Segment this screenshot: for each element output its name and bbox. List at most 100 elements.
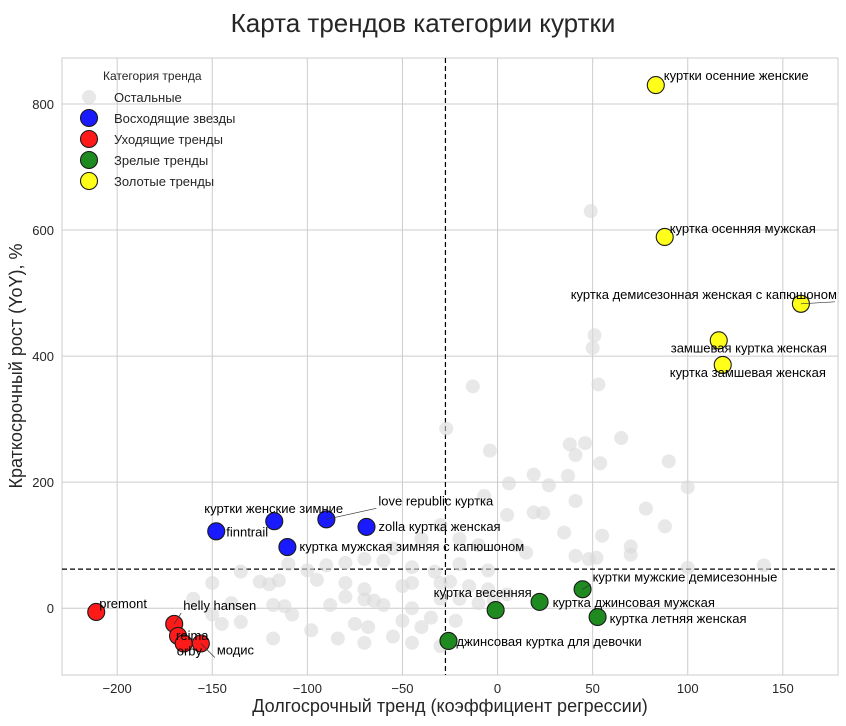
- point-other: [465, 379, 480, 394]
- point-label: куртка джинсовая мужская: [553, 595, 715, 610]
- point-other: [661, 454, 676, 469]
- point-label: куртки осенние женские: [664, 68, 809, 83]
- legend-label: Уходящие тренды: [114, 132, 223, 147]
- x-tick-labels: −200 −150 −100 −50 0 50 100 150: [103, 681, 794, 696]
- label-leader-line: [582, 583, 591, 590]
- point-other: [519, 545, 534, 560]
- x-tick-label: 100: [677, 681, 699, 696]
- point-other: [471, 596, 486, 611]
- point-other: [357, 582, 372, 597]
- point-other: [427, 564, 442, 579]
- point-label: куртка мужская зимняя с капюшоном: [299, 539, 524, 554]
- point-other: [361, 620, 376, 635]
- point-other: [471, 538, 486, 553]
- point-other: [423, 610, 438, 625]
- point-other: [541, 478, 556, 493]
- legend-label: Золотые тренды: [114, 174, 214, 189]
- point-label: куртка замшевая женская: [670, 365, 826, 380]
- point-other: [186, 591, 201, 606]
- point-other: [591, 377, 606, 392]
- point-rising: [207, 522, 226, 541]
- point-other: [433, 591, 448, 606]
- point-mature: [530, 592, 549, 611]
- point-mature: [439, 631, 458, 651]
- point-other: [376, 598, 391, 613]
- point-other: [568, 548, 583, 563]
- legend-label: Зрелые тренды: [114, 153, 208, 168]
- legend-marker-mature: [79, 150, 99, 170]
- point-other: [309, 572, 324, 587]
- point-label: замшевая куртка женская: [671, 340, 827, 355]
- point-other: [233, 564, 248, 579]
- y-tick-labels: 0 200 400 600 800: [32, 97, 54, 616]
- point-other: [233, 615, 248, 630]
- point-other: [501, 476, 516, 491]
- point-other: [404, 560, 419, 575]
- point-other: [323, 598, 338, 613]
- x-tick-label: 0: [494, 681, 501, 696]
- point-label: куртки женские зимние: [204, 501, 343, 516]
- grid-lines: [62, 58, 838, 675]
- point-mature: [486, 601, 505, 620]
- point-golden: [655, 227, 674, 247]
- point-other: [357, 552, 372, 567]
- point-label: reima: [176, 628, 209, 643]
- plot-frame: [61, 57, 839, 676]
- point-other: [568, 448, 583, 463]
- x-tick-label: 50: [585, 681, 599, 696]
- point-labels: куртки осенние женские куртка осенняя муж…: [99, 68, 837, 658]
- point-other: [319, 558, 334, 573]
- point-other: [338, 575, 353, 590]
- reference-lines: [62, 58, 838, 675]
- legend-label: Остальные: [114, 90, 182, 105]
- point-other: [500, 507, 515, 522]
- point-other: [623, 547, 638, 562]
- point-golden: [709, 331, 728, 350]
- point-declining: [87, 602, 106, 622]
- point-label: orby: [177, 643, 203, 658]
- point-other: [404, 601, 419, 616]
- point-other: [338, 555, 353, 570]
- point-other: [281, 557, 296, 572]
- point-other: [477, 489, 492, 504]
- y-tick-label: 800: [32, 97, 54, 112]
- legend-marker-golden: [79, 171, 99, 191]
- point-other: [452, 591, 467, 606]
- point-label: куртка осенняя мужская: [670, 221, 816, 236]
- point-other: [285, 607, 300, 622]
- point-other: [680, 480, 695, 495]
- point-other: [404, 575, 419, 590]
- point-golden: [646, 76, 665, 95]
- point-other: [330, 631, 345, 646]
- point-other: [578, 436, 593, 451]
- point-other: [481, 582, 496, 597]
- point-other: [304, 623, 319, 638]
- point-other: [300, 563, 315, 578]
- point-label: finntrail: [226, 524, 268, 539]
- point-label: куртка летняя женская: [610, 611, 747, 626]
- x-tick-label: −200: [103, 681, 132, 696]
- point-label: модис: [217, 642, 255, 657]
- point-other: [439, 421, 454, 436]
- point-other: [756, 558, 771, 573]
- point-other: [433, 518, 448, 533]
- point-other: [481, 563, 496, 578]
- point-other: [448, 613, 463, 628]
- point-label: джинсовая куртка для девочки: [456, 634, 641, 649]
- point-label: love republic куртка: [378, 493, 494, 508]
- y-tick-label: 0: [47, 601, 54, 616]
- point-other: [526, 467, 541, 482]
- point-other: [224, 596, 239, 611]
- point-other: [414, 531, 429, 546]
- point-other: [376, 553, 391, 568]
- point-other: [385, 541, 400, 556]
- point-other: [562, 437, 577, 452]
- label-leader-line: [800, 301, 835, 305]
- point-other: [347, 616, 362, 631]
- point-rising: [278, 538, 297, 557]
- point-label: zolla куртка женская: [379, 519, 501, 534]
- y-tick-label: 400: [32, 349, 54, 364]
- point-other: [357, 635, 372, 650]
- point-other: [214, 616, 229, 631]
- label-leader-line: [200, 643, 216, 658]
